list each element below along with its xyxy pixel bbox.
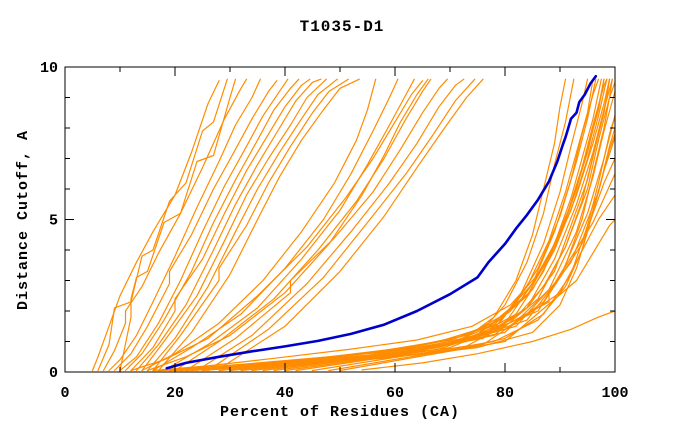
model-curve [229, 78, 608, 372]
model-curve [152, 78, 349, 372]
y-tick-label: 5 [49, 213, 58, 230]
model-curve [113, 80, 278, 372]
model-curve [361, 310, 616, 371]
model-curve [97, 78, 228, 372]
model-curve [196, 78, 465, 372]
y-tick-label: 0 [49, 365, 58, 382]
x-axis-label: Percent of Residues (CA) [220, 404, 460, 421]
x-tick-label: 0 [60, 385, 69, 402]
model-curve [135, 78, 322, 372]
model-curve [146, 78, 429, 372]
model-curve [124, 78, 300, 372]
y-axis-label: Distance Cutoff, A [15, 130, 32, 310]
model-curve [141, 78, 327, 372]
model-curve [196, 78, 608, 371]
model-curve [157, 115, 616, 372]
model-curve [130, 80, 424, 372]
x-tick-label: 40 [276, 385, 294, 402]
model-curve [207, 78, 476, 372]
model-curve [141, 78, 377, 372]
model-curve [119, 78, 237, 372]
x-tick-label: 80 [496, 385, 514, 402]
model-curve [218, 78, 484, 370]
model-curve [174, 78, 432, 372]
model-curve [119, 78, 289, 372]
curves-layer [91, 74, 616, 372]
model-curve [273, 115, 616, 372]
x-tick-label: 20 [166, 385, 184, 402]
model-curve [201, 78, 605, 370]
model-curve [91, 80, 220, 372]
x-tick-label: 100 [601, 385, 628, 402]
ticks-layer [64, 66, 616, 373]
y-tick-label: 10 [40, 60, 58, 77]
chart-title: T1035-D1 [300, 18, 385, 36]
model-curve [130, 78, 311, 372]
highlighted-model-curve [165, 74, 598, 370]
model-curve [152, 78, 399, 372]
model-curve [102, 78, 248, 372]
model-curve [163, 78, 602, 371]
tick-labels-layer: 0 20 40 60 80 100 0 5 10 [40, 60, 629, 402]
model-curve [163, 78, 415, 372]
model-curve [179, 78, 594, 372]
model-curve [174, 136, 616, 371]
model-curve [168, 78, 611, 372]
model-curve [108, 78, 261, 372]
model-curve [152, 78, 605, 372]
model-curve [185, 78, 448, 372]
model-curve [295, 157, 616, 372]
model-curve [146, 78, 338, 372]
x-tick-label: 60 [386, 385, 404, 402]
model-curve [157, 78, 360, 372]
